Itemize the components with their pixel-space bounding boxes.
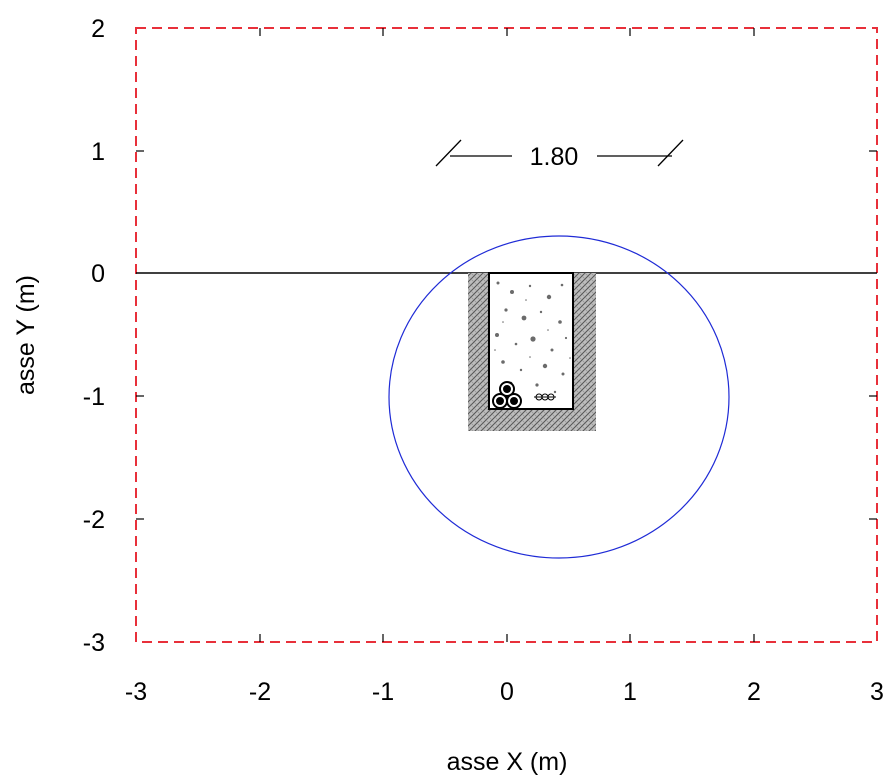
y-tick-marks (136, 150, 877, 520)
dimension-line (435, 139, 684, 167)
y-tick-label: -3 (83, 629, 105, 657)
dimension-label: 1.80 (530, 143, 579, 171)
x-tick-label: -3 (125, 678, 147, 706)
x-tick-labels: -3 -2 -1 0 1 2 3 (125, 678, 884, 706)
y-tick-label: 2 (91, 15, 105, 43)
y-tick-label: -2 (83, 506, 105, 534)
x-tick-marks (259, 28, 755, 642)
x-tick-label: 0 (500, 678, 514, 706)
x-tick-label: 2 (747, 678, 761, 706)
y-tick-label: -1 (83, 383, 105, 411)
x-axis-title: asse X (m) (447, 748, 568, 776)
x-tick-label: 3 (870, 678, 884, 706)
y-tick-label: 0 (91, 260, 105, 288)
cable-flat (534, 393, 556, 401)
x-tick-label: -1 (372, 678, 394, 706)
y-axis-title: asse Y (m) (12, 275, 40, 395)
cable-trefoil (492, 381, 522, 409)
trench-walls (468, 273, 596, 431)
influence-circle (388, 235, 730, 559)
concrete-speckles (494, 281, 571, 394)
x-tick-label: -2 (249, 678, 271, 706)
y-tick-label: 1 (91, 138, 105, 166)
y-tick-labels: 2 1 0 -1 -2 -3 (83, 15, 105, 657)
x-tick-label: 1 (623, 678, 637, 706)
